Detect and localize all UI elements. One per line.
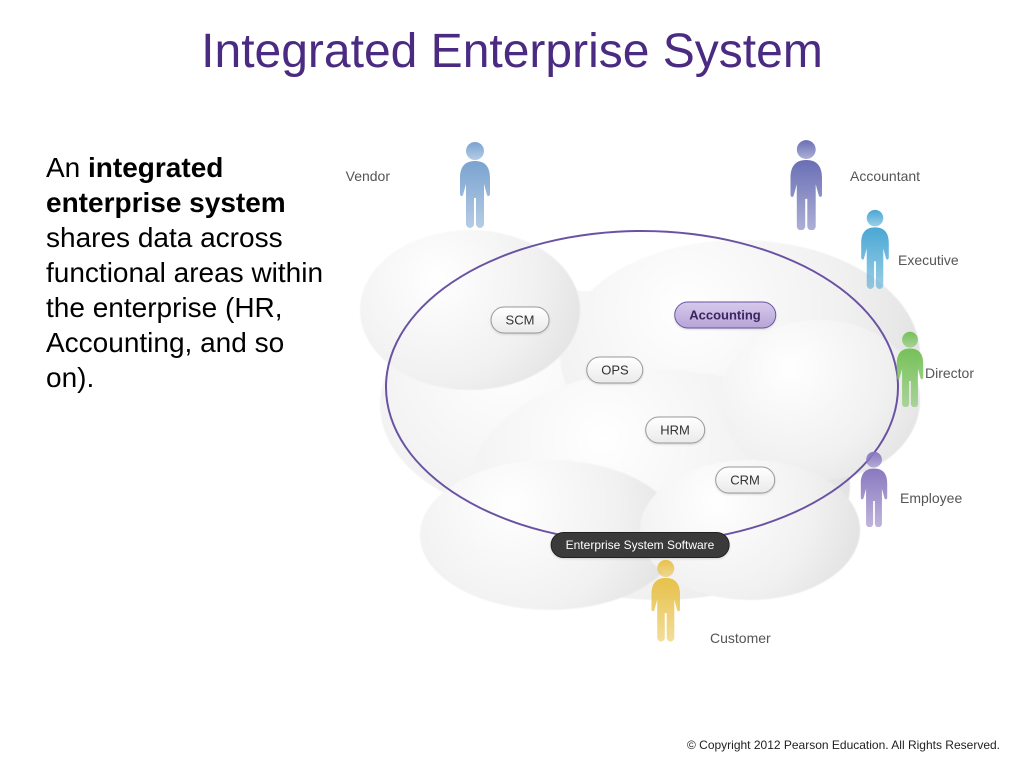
role-figure-executive	[852, 208, 898, 289]
role-label-customer: Customer	[710, 630, 771, 646]
body-post: shares data across functional areas with…	[46, 222, 323, 393]
slide-title-text: Integrated Enterprise System	[201, 25, 823, 78]
role-label-director: Director	[925, 365, 974, 381]
role-figure-accountant	[780, 138, 833, 230]
role-figure-customer	[642, 558, 690, 642]
role-label-accountant: Accountant	[850, 168, 920, 184]
ess-label: Enterprise System Software	[551, 532, 730, 558]
slide-body: An integrated enterprise system shares d…	[46, 150, 326, 395]
module-hrm: HRM	[645, 417, 705, 444]
copyright: © Copyright 2012 Pearson Education. All …	[687, 738, 1000, 752]
module-ops: OPS	[586, 357, 643, 384]
role-label-vendor: Vendor	[346, 168, 390, 184]
role-figure-vendor	[450, 140, 500, 228]
slide-title: Integrated Enterprise System	[0, 24, 1024, 79]
module-scm: SCM	[491, 307, 550, 334]
role-label-employee: Employee	[900, 490, 962, 506]
ess-ring	[385, 230, 899, 544]
enterprise-diagram: SCM Accounting OPS HRM CRM Enterprise System …	[340, 140, 990, 660]
module-accounting: Accounting	[674, 302, 776, 329]
body-pre: An	[46, 152, 88, 183]
module-crm: CRM	[715, 467, 775, 494]
role-figure-employee	[852, 450, 896, 527]
role-label-executive: Executive	[898, 252, 959, 268]
